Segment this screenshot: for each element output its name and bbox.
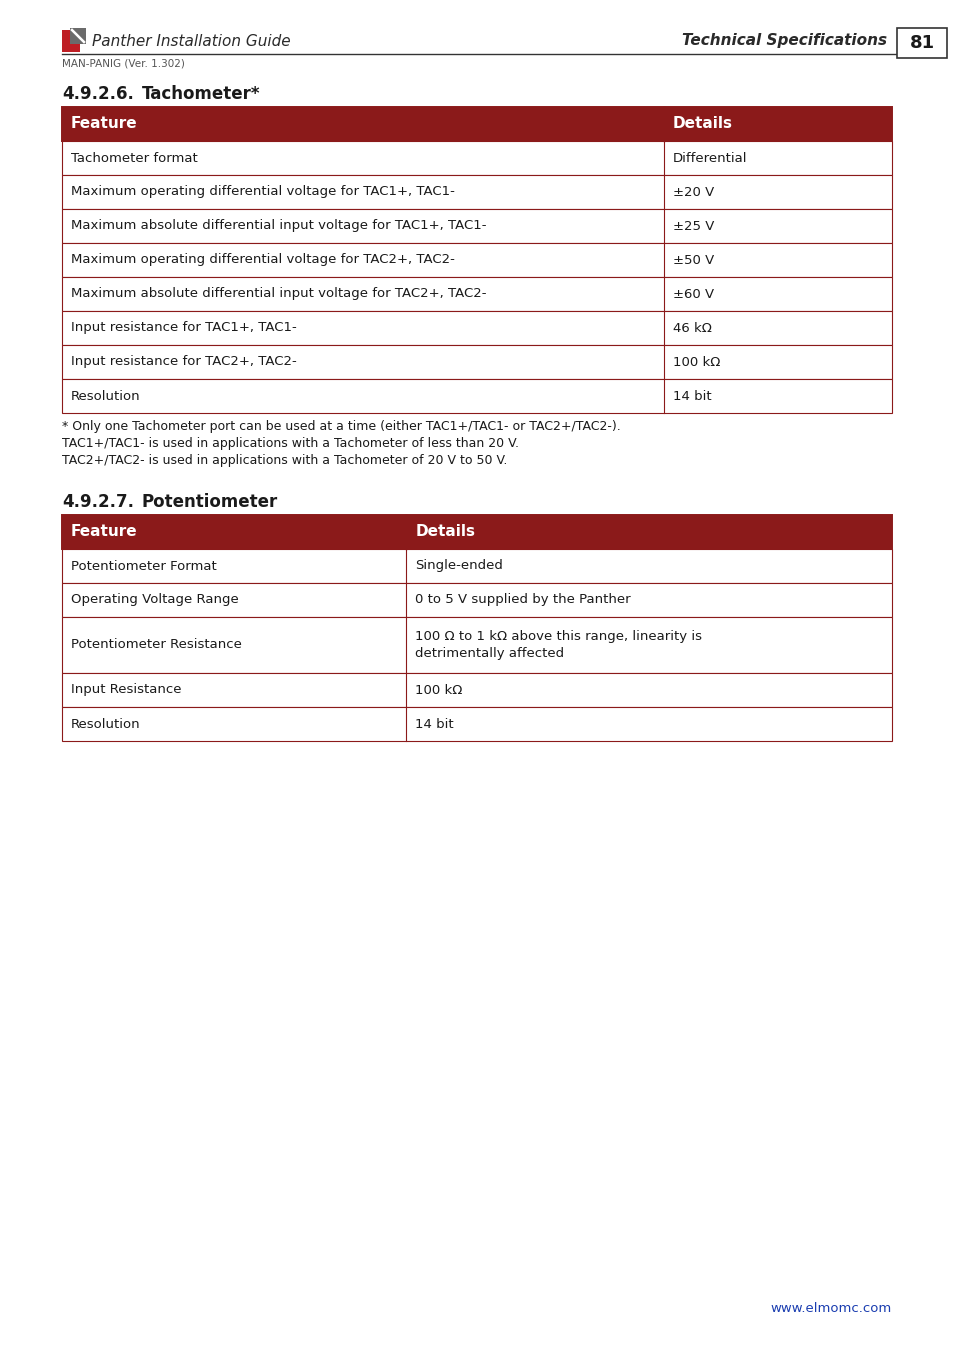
Text: Maximum operating differential voltage for TAC2+, TAC2-: Maximum operating differential voltage f…: [71, 254, 455, 266]
Text: Resolution: Resolution: [71, 390, 140, 402]
Text: Feature: Feature: [71, 116, 137, 131]
Text: 81: 81: [908, 34, 934, 53]
Text: ±50 V: ±50 V: [672, 254, 713, 266]
Text: Single-ended: Single-ended: [415, 559, 503, 572]
Text: Feature: Feature: [71, 525, 137, 540]
Text: TAC1+/TAC1- is used in applications with a Tachometer of less than 20 V.: TAC1+/TAC1- is used in applications with…: [62, 437, 518, 450]
Bar: [896, 28, 946, 58]
Bar: [62, 379, 891, 413]
Text: ±20 V: ±20 V: [672, 185, 713, 198]
Text: 46 kΩ: 46 kΩ: [672, 321, 711, 335]
Text: * Only one Tachometer port can be used at a time (either TAC1+/TAC1- or TAC2+/TA: * Only one Tachometer port can be used a…: [62, 420, 620, 433]
Bar: [62, 549, 891, 583]
Text: 0 to 5 V supplied by the Panther: 0 to 5 V supplied by the Panther: [415, 594, 631, 606]
Bar: [62, 176, 891, 209]
Text: 100 kΩ: 100 kΩ: [672, 355, 720, 369]
Text: Tachometer format: Tachometer format: [71, 151, 197, 165]
Bar: [62, 140, 891, 176]
Text: Maximum absolute differential input voltage for TAC1+, TAC1-: Maximum absolute differential input volt…: [71, 220, 486, 232]
Text: Input resistance for TAC1+, TAC1-: Input resistance for TAC1+, TAC1-: [71, 321, 296, 335]
Bar: [62, 617, 891, 674]
Text: www.elmomc.com: www.elmomc.com: [770, 1301, 891, 1315]
Text: TAC2+/TAC2- is used in applications with a Tachometer of 20 V to 50 V.: TAC2+/TAC2- is used in applications with…: [62, 454, 507, 467]
Text: Details: Details: [672, 116, 732, 131]
Text: Resolution: Resolution: [71, 717, 140, 730]
Text: 100 kΩ: 100 kΩ: [415, 683, 462, 697]
Bar: [62, 514, 891, 549]
Text: Input Resistance: Input Resistance: [71, 683, 181, 697]
Text: Differential: Differential: [672, 151, 746, 165]
Text: Potentiometer: Potentiometer: [142, 493, 278, 512]
Bar: [62, 243, 891, 277]
Text: 4.9.2.7.: 4.9.2.7.: [62, 493, 133, 512]
Text: ±25 V: ±25 V: [672, 220, 714, 232]
Text: Technical Specifications: Technical Specifications: [681, 34, 886, 49]
Text: MAN-PANIG (Ver. 1.302): MAN-PANIG (Ver. 1.302): [62, 58, 185, 68]
Text: ±60 V: ±60 V: [672, 288, 713, 301]
Bar: [62, 346, 891, 379]
Text: Tachometer*: Tachometer*: [142, 85, 260, 103]
Bar: [62, 209, 891, 243]
Text: Input resistance for TAC2+, TAC2-: Input resistance for TAC2+, TAC2-: [71, 355, 296, 369]
Text: Potentiometer Resistance: Potentiometer Resistance: [71, 639, 242, 652]
Bar: [62, 310, 891, 346]
Text: 4.9.2.6.: 4.9.2.6.: [62, 85, 133, 103]
Text: Details: Details: [415, 525, 475, 540]
Bar: [62, 277, 891, 310]
Bar: [62, 674, 891, 707]
Text: 14 bit: 14 bit: [415, 717, 454, 730]
Text: 14 bit: 14 bit: [672, 390, 711, 402]
Bar: [62, 583, 891, 617]
Text: 100 Ω to 1 kΩ above this range, linearity is
detrimentally affected: 100 Ω to 1 kΩ above this range, linearit…: [415, 630, 701, 660]
Text: Panther Installation Guide: Panther Installation Guide: [91, 34, 291, 49]
Bar: [62, 30, 80, 53]
Text: Maximum absolute differential input voltage for TAC2+, TAC2-: Maximum absolute differential input volt…: [71, 288, 486, 301]
Bar: [70, 28, 86, 45]
Bar: [62, 107, 891, 140]
Text: Maximum operating differential voltage for TAC1+, TAC1-: Maximum operating differential voltage f…: [71, 185, 455, 198]
Bar: [62, 707, 891, 741]
Text: Operating Voltage Range: Operating Voltage Range: [71, 594, 238, 606]
Text: Potentiometer Format: Potentiometer Format: [71, 559, 216, 572]
